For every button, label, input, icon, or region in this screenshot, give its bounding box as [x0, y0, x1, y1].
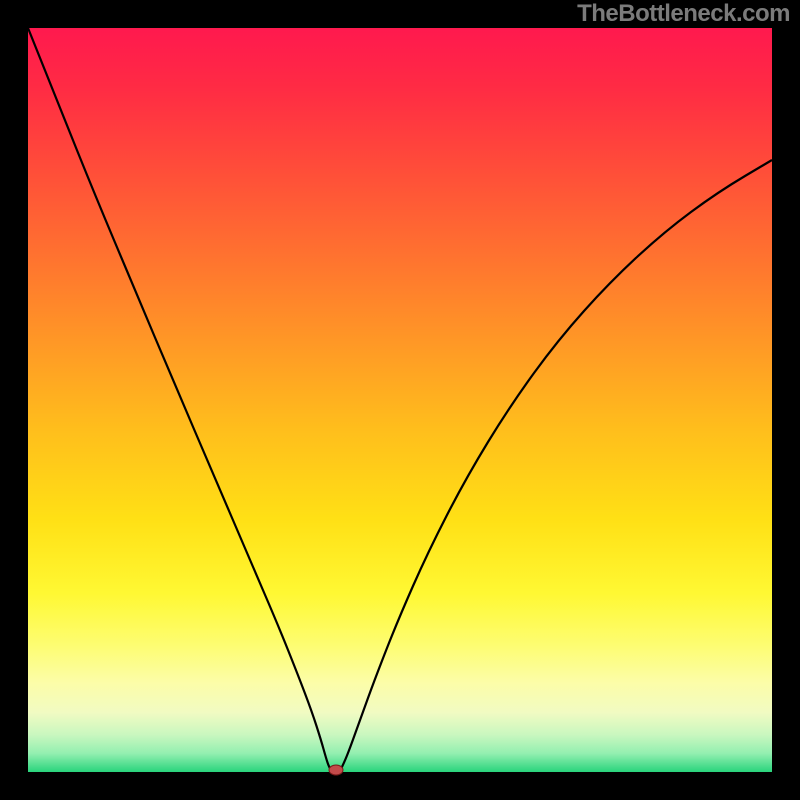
- watermark-text: TheBottleneck.com: [577, 0, 790, 28]
- bottleneck-chart: [0, 0, 800, 800]
- chart-container: TheBottleneck.com: [0, 0, 800, 800]
- optimal-point-marker: [329, 765, 343, 775]
- gradient-background: [28, 28, 772, 772]
